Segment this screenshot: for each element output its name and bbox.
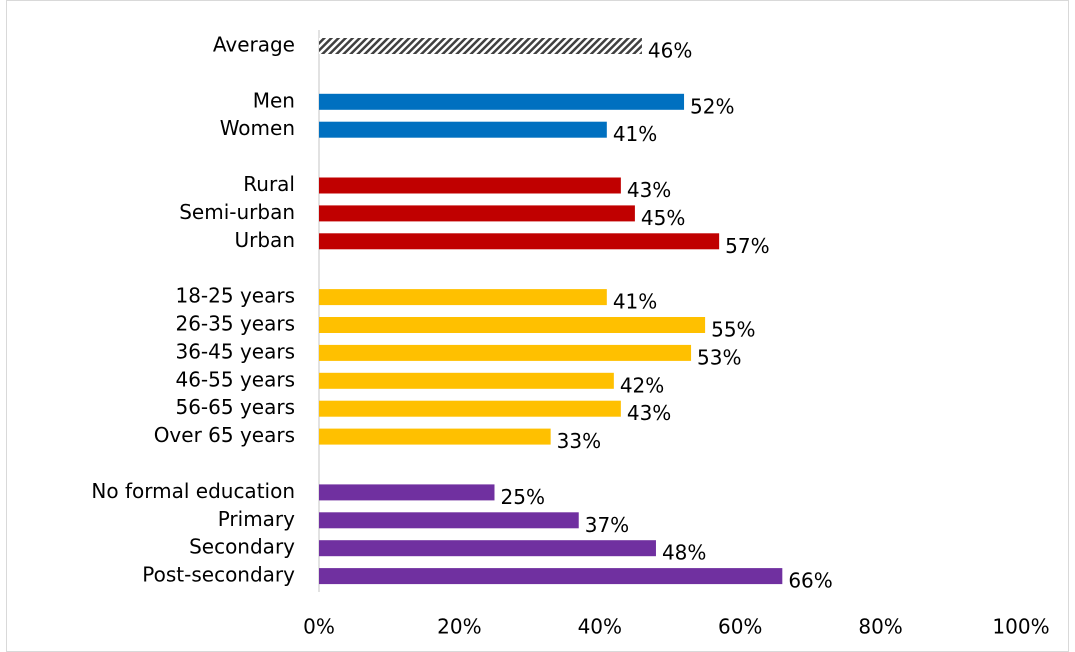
y-tick-label: Average: [213, 33, 295, 57]
x-tick-label: 0%: [303, 615, 335, 639]
y-tick-label: Post-secondary: [142, 563, 295, 587]
bar: [319, 372, 614, 389]
bar: [319, 38, 642, 54]
x-tick-label: 60%: [718, 615, 762, 639]
bar: [319, 289, 607, 306]
bar: [319, 484, 495, 501]
bar: [319, 512, 579, 529]
x-tick-label: 20%: [437, 615, 481, 639]
y-tick-label: Primary: [218, 507, 295, 531]
value-label: 66%: [788, 569, 832, 593]
value-label: 53%: [697, 345, 741, 369]
value-label: 57%: [725, 234, 769, 258]
bar: [319, 205, 635, 222]
y-tick-label: Secondary: [189, 535, 295, 559]
value-label: 33%: [557, 429, 601, 453]
value-label: 37%: [585, 513, 629, 537]
value-label: 45%: [641, 206, 685, 230]
y-tick-label: 56-65 years: [175, 395, 295, 419]
bar: [319, 344, 692, 361]
y-tick-label: 26-35 years: [175, 312, 295, 336]
x-tick-label: 80%: [858, 615, 902, 639]
y-tick-label: 18-25 years: [175, 284, 295, 308]
y-tick-label: Semi-urban: [179, 200, 295, 224]
value-label: 42%: [620, 373, 664, 397]
y-tick-label: Over 65 years: [154, 423, 295, 447]
value-label: 55%: [711, 318, 755, 342]
value-label: 25%: [501, 485, 545, 509]
bar: [319, 177, 621, 194]
y-tick-label: Women: [220, 116, 295, 140]
value-label: 43%: [627, 178, 671, 202]
value-label: 48%: [662, 541, 706, 565]
y-tick-label: Urban: [235, 228, 296, 252]
value-label: 41%: [613, 122, 657, 146]
y-tick-label: Rural: [243, 172, 295, 196]
bar: [319, 121, 607, 138]
value-label: 46%: [648, 39, 692, 63]
y-tick-label: Men: [253, 88, 295, 112]
value-label: 52%: [690, 94, 734, 118]
bar: [319, 568, 783, 585]
bar: [319, 317, 706, 333]
y-tick-label: 46-55 years: [175, 367, 295, 391]
value-label: 41%: [613, 290, 657, 314]
x-tick-label: 100%: [992, 615, 1049, 639]
bar: [319, 540, 656, 557]
x-tick-label: 40%: [578, 615, 622, 639]
y-tick-label: No formal education: [91, 479, 295, 503]
bar: [319, 400, 621, 417]
bar: [319, 93, 685, 110]
bar: [319, 428, 551, 445]
bar: [319, 233, 720, 250]
value-label: 43%: [627, 401, 671, 425]
y-tick-label: 36-45 years: [175, 339, 295, 363]
